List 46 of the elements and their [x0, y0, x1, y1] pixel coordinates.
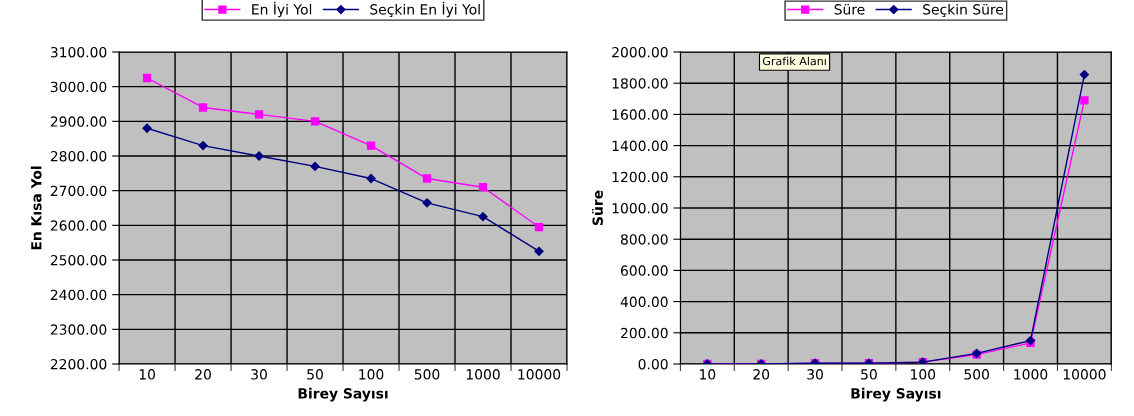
- y-tick-label: 2900.00: [50, 116, 107, 127]
- x-axis-title: Birey Sayısı: [298, 387, 388, 402]
- x-tick-label: 1000: [1014, 369, 1048, 380]
- y-tick-label: 800.00: [620, 234, 668, 245]
- x-tick-label: 100: [911, 369, 936, 380]
- x-tick-label: 20: [753, 369, 770, 380]
- y-axis-title: Süre: [591, 190, 603, 226]
- x-tick-label: 500: [964, 369, 989, 380]
- x-tick-label: 10000: [518, 369, 561, 380]
- y-tick-label: 2700.00: [50, 185, 107, 197]
- y-tick-label: 2600.00: [50, 220, 107, 231]
- y-tick-label: 0.00: [638, 358, 668, 370]
- x-axis-title: Birey Sayısı: [851, 387, 941, 402]
- legend-label: En İyi Yol: [252, 1, 312, 18]
- y-tick-label: 2200.00: [50, 358, 107, 370]
- x-tick-label: 30: [807, 369, 823, 380]
- x-tick-label: 30: [251, 369, 267, 380]
- x-tick-label: 50: [307, 369, 323, 380]
- y-tick-label: 1800.00: [612, 78, 668, 89]
- y-tick-label: 200.00: [621, 327, 668, 339]
- y-tick-label: 1000.00: [612, 202, 668, 214]
- y-tick-label: 1200.00: [612, 171, 668, 183]
- y-axis-title: En Kısa Yol: [30, 166, 42, 250]
- x-tick-label: 50: [861, 369, 877, 380]
- y-tick-label: 3100.00: [50, 46, 107, 58]
- x-tick-label: 100: [359, 369, 384, 380]
- y-tick-label: 600.00: [620, 265, 668, 276]
- annotation: Grafik Alanı: [762, 56, 826, 66]
- y-tick-label: 1600.00: [612, 109, 668, 120]
- y-tick-label: 2400.00: [50, 289, 107, 301]
- y-tick-label: 3000.00: [50, 81, 107, 93]
- y-tick-label: 2300.00: [50, 324, 107, 335]
- y-tick-label: 1400.00: [612, 140, 668, 152]
- y-tick-label: 2500.00: [50, 254, 107, 266]
- x-tick-label: 10: [139, 369, 155, 380]
- x-tick-label: 500: [414, 369, 440, 380]
- y-tick-label: 2000.00: [612, 46, 668, 58]
- legend-label: Süre: [834, 3, 865, 15]
- x-tick-label: 10: [700, 369, 716, 380]
- y-tick-label: 400.00: [620, 296, 668, 308]
- y-tick-label: 2800.00: [50, 150, 107, 162]
- x-tick-label: 20: [195, 369, 211, 380]
- legend-label: Seçkin Süre: [923, 3, 1004, 18]
- x-tick-label: 10000: [1063, 369, 1106, 380]
- legend-label: Seçkin En İyi Yol: [370, 1, 480, 18]
- x-tick-label: 1000: [466, 369, 500, 380]
